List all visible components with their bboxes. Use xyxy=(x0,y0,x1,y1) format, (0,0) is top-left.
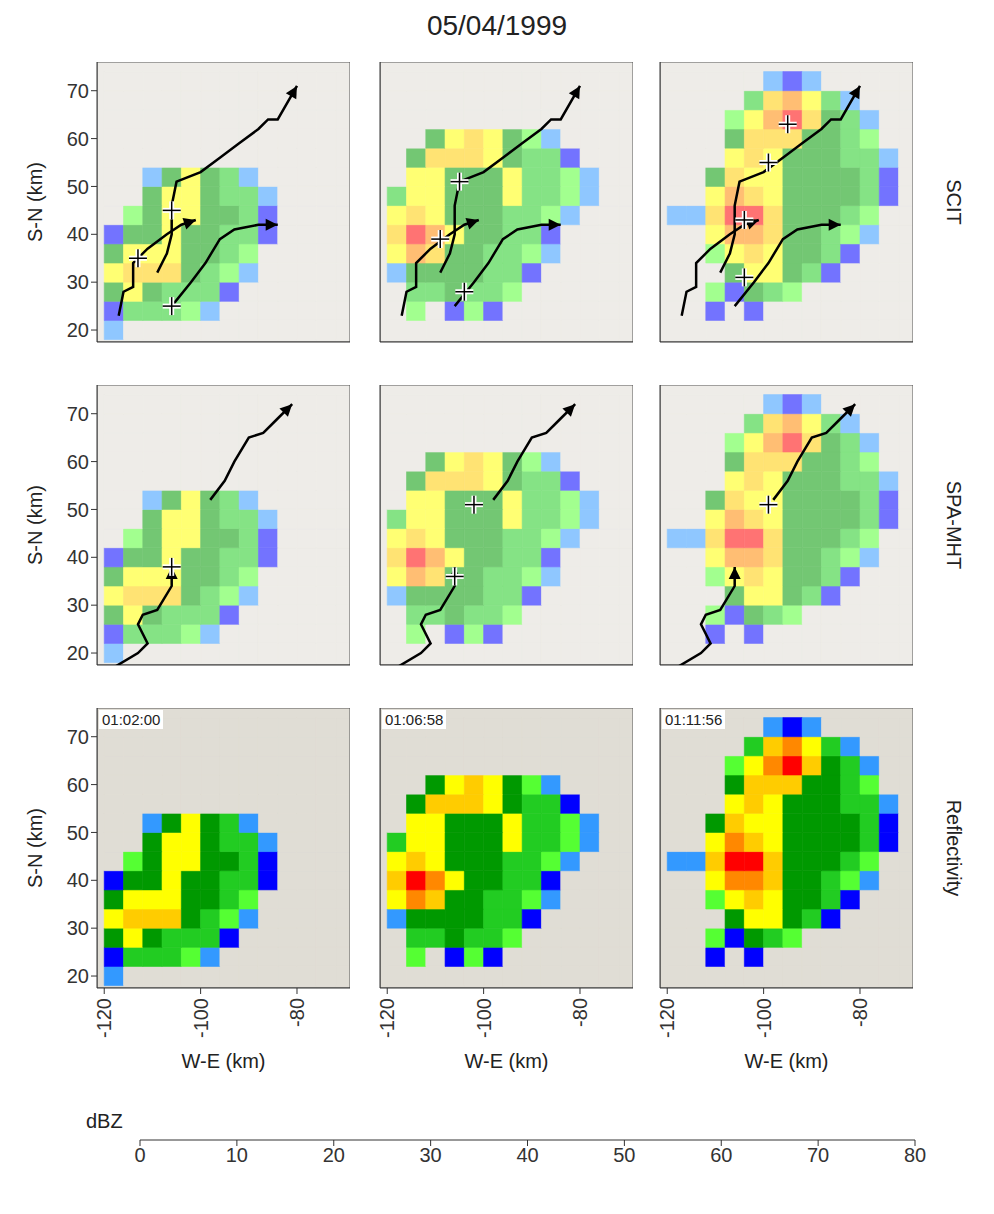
html-text:S-N (km): S-N (km) xyxy=(23,808,46,888)
svg-text:40: 40 xyxy=(67,223,89,245)
svg-text:0: 0 xyxy=(134,1144,145,1166)
html-text:W-E (km): W-E (km) xyxy=(744,1050,829,1072)
svg-text:-100: -100 xyxy=(473,998,495,1038)
svg-text:50: 50 xyxy=(613,1144,635,1166)
html-text:W-E (km): W-E (km) xyxy=(464,1050,549,1072)
svg-text:20: 20 xyxy=(323,1144,345,1166)
html-text:Reflectivity: Reflectivity xyxy=(943,799,965,897)
svg-text:40: 40 xyxy=(67,869,89,891)
svg-text:70: 70 xyxy=(67,80,89,102)
svg-text:30: 30 xyxy=(67,917,89,939)
html-text:SCIT: SCIT xyxy=(943,179,965,225)
svg-text:-100: -100 xyxy=(753,998,775,1038)
svg-text:-80: -80 xyxy=(569,998,591,1027)
html-text:01:11:56: 01:11:56 xyxy=(665,711,723,728)
svg-text:80: 80 xyxy=(904,1144,926,1166)
svg-text:-120: -120 xyxy=(93,998,115,1038)
svg-text:30: 30 xyxy=(67,594,89,616)
svg-text:60: 60 xyxy=(67,774,89,796)
svg-text:50: 50 xyxy=(67,176,89,198)
svg-text:40: 40 xyxy=(67,546,89,568)
svg-text:60: 60 xyxy=(67,451,89,473)
svg-text:70: 70 xyxy=(807,1144,829,1166)
svg-text:-80: -80 xyxy=(286,998,308,1027)
html-text:SPA-MHT: SPA-MHT xyxy=(943,480,965,570)
svg-text:40: 40 xyxy=(516,1144,538,1166)
svg-text:20: 20 xyxy=(67,965,89,987)
svg-text:-80: -80 xyxy=(849,998,871,1027)
svg-text:60: 60 xyxy=(67,128,89,150)
html-text:S-N (km): S-N (km) xyxy=(23,162,46,242)
html-text:01:02:00: 01:02:00 xyxy=(102,711,161,728)
svg-text:70: 70 xyxy=(67,403,89,425)
svg-text:70: 70 xyxy=(67,726,89,748)
svg-text:-120: -120 xyxy=(656,998,678,1038)
html-text:S-N (km): S-N (km) xyxy=(23,485,46,565)
svg-text:30: 30 xyxy=(420,1144,442,1166)
svg-text:10: 10 xyxy=(226,1144,248,1166)
svg-text:60: 60 xyxy=(710,1144,732,1166)
svg-text:30: 30 xyxy=(67,271,89,293)
svg-text:-100: -100 xyxy=(190,998,212,1038)
html-text:05/04/1999: 05/04/1999 xyxy=(426,10,568,41)
svg-text:20: 20 xyxy=(67,319,89,341)
svg-text:50: 50 xyxy=(67,499,89,521)
html-text:dBZ: dBZ xyxy=(86,1110,123,1132)
html-text:01:06:58: 01:06:58 xyxy=(385,711,444,728)
svg-text:-120: -120 xyxy=(376,998,398,1038)
html-text:W-E (km): W-E (km) xyxy=(181,1050,266,1072)
svg-text:50: 50 xyxy=(67,822,89,844)
svg-text:20: 20 xyxy=(67,642,89,664)
